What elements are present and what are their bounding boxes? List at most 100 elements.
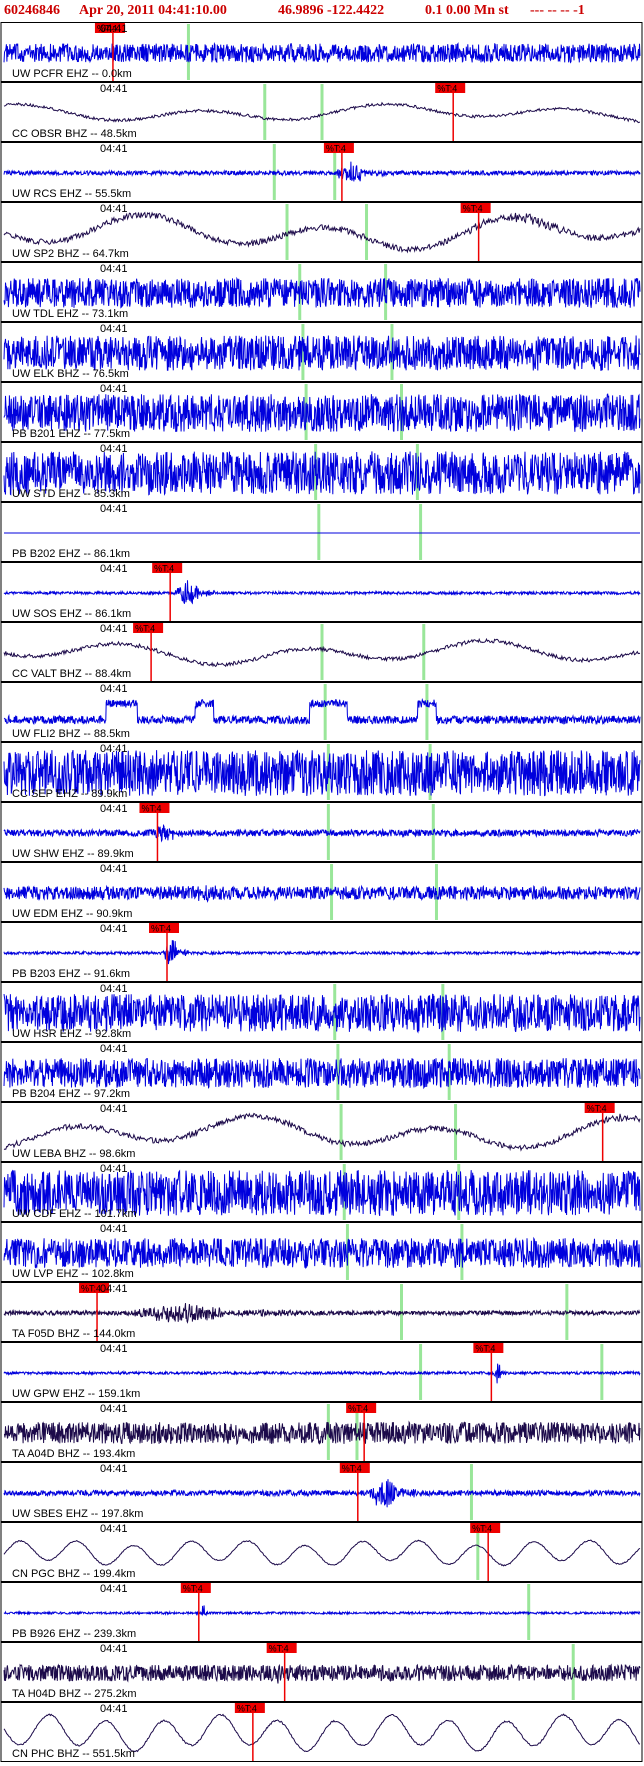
- panel-frame: [0, 1042, 643, 1102]
- panel-frame: [0, 82, 643, 142]
- panel-time: 04:41: [100, 1103, 128, 1115]
- event-location: 46.9896 -122.4422: [278, 3, 385, 18]
- station-label: PB B202 EHZ -- 86.1km: [12, 548, 130, 560]
- panel-frame: [0, 922, 643, 982]
- panel-frame: [0, 502, 643, 562]
- pick-label: %T:4: [587, 1104, 607, 1114]
- waveform-plot: [0, 1162, 643, 1222]
- waveform-plot: %T:4: [0, 802, 643, 862]
- waveform-plot: [0, 682, 643, 742]
- panel-frame: [0, 262, 643, 322]
- panel-time: 04:41: [100, 203, 128, 215]
- seismogram-panel: 04:41 UW CDF EHZ -- 101.7km: [0, 1162, 644, 1222]
- panel-time: 04:41: [100, 863, 128, 875]
- pick-label: %T:4: [135, 624, 155, 634]
- pick-label: %T:4: [326, 144, 346, 154]
- seismogram-panel: 04:41 UW FLI2 BHZ -- 88.5km: [0, 682, 644, 742]
- waveform-plot: [0, 742, 643, 802]
- panel-time: 04:41: [100, 1463, 128, 1475]
- waveform-trace: [4, 1420, 641, 1446]
- waveform-plot: [0, 262, 643, 322]
- station-label: UW HSR EHZ -- 92.8km: [12, 1028, 132, 1040]
- panel-frame: [0, 382, 643, 442]
- pick-flag: [266, 1643, 297, 1653]
- pick-flag: [133, 623, 164, 633]
- station-label: UW SP2 BHZ -- 64.7km: [12, 248, 129, 260]
- waveform-trace: [3, 637, 641, 668]
- waveform-trace: [3, 1605, 641, 1617]
- waveform-trace: [3, 41, 641, 64]
- waveform-trace: [3, 1663, 641, 1684]
- waveform-trace: [3, 993, 641, 1034]
- panel-frame: [0, 1702, 643, 1762]
- waveform-plot: %T:4: [0, 1402, 643, 1462]
- station-label: UW EDM EHZ -- 90.9km: [12, 908, 133, 920]
- panel-time: 04:41: [100, 743, 128, 755]
- waveform-trace: [3, 1479, 641, 1508]
- station-label: TA A04D BHZ -- 193.4km: [12, 1448, 136, 1460]
- pick-label: %T:4: [437, 84, 457, 94]
- panel-time: 04:41: [100, 1703, 128, 1715]
- station-label: UW SOS EHZ -- 86.1km: [12, 608, 132, 620]
- station-label: PB B926 EHZ -- 239.3km: [12, 1628, 137, 1640]
- panel-frame: [0, 1642, 643, 1702]
- waveform-trace: [3, 1236, 641, 1270]
- pick-label: %T:4: [151, 924, 171, 934]
- seismogram-panel: 04:41 UW EDM EHZ -- 90.9km: [0, 862, 644, 922]
- waveform-trace: [3, 1713, 641, 1753]
- pick-label: %T:4: [81, 1284, 101, 1294]
- waveform-trace: [3, 451, 641, 496]
- pick-flag: [460, 203, 491, 213]
- pick-flag: [180, 1583, 211, 1593]
- panel-frame: [0, 202, 643, 262]
- waveform-plot: [0, 502, 643, 562]
- pick-flag: [339, 1463, 370, 1473]
- seismogram-panel: 04:41 UW LVP EHZ -- 102.8km: [0, 1222, 644, 1282]
- panel-frame: [0, 1342, 643, 1402]
- pick-flag: [435, 83, 466, 93]
- station-label: UW FLI2 BHZ -- 88.5km: [12, 728, 130, 740]
- pick-label: %T:4: [342, 1464, 362, 1474]
- panel-time: 04:41: [100, 1343, 128, 1355]
- waveform-plot: [0, 442, 643, 502]
- seismogram-panel: %T:4 04:41 UW PCFR EHZ -- 0.0km: [0, 22, 644, 82]
- waveform-plot: %T:4: [0, 622, 643, 682]
- waveform-trace: [3, 101, 641, 124]
- waveform-trace: [3, 823, 641, 843]
- panel-time: 04:41: [100, 1283, 128, 1295]
- panel-frame: [0, 22, 643, 82]
- station-label: PB B203 EHZ -- 91.6km: [12, 968, 130, 980]
- event-datetime: Apr 20, 2011 04:41:10.00: [79, 3, 227, 18]
- waveform-trace: [3, 940, 641, 965]
- waveform-plot: %T:4: [0, 82, 643, 142]
- panel-frame: [0, 1402, 643, 1462]
- panel-frame: [0, 1282, 643, 1342]
- panel-frame: [0, 442, 643, 502]
- panel-frame: [0, 1222, 643, 1282]
- pick-label: %T:4: [348, 1404, 368, 1414]
- pick-flag: [234, 1703, 265, 1713]
- seismogram-panel: %T:4 04:41 UW SP2 BHZ -- 64.7km: [0, 202, 644, 262]
- station-label: UW SBES EHZ -- 197.8km: [12, 1508, 144, 1520]
- station-label: UW ELK BHZ -- 76.5km: [12, 368, 129, 380]
- event-extra: --- -- -- -1: [530, 3, 585, 18]
- seismogram-panel: 04:41 UW STD EHZ -- 85.3km: [0, 442, 644, 502]
- event-id: 60246846: [4, 3, 60, 18]
- seismogram-panel: %T:4 04:41 TA F05D BHZ -- 144.0km: [0, 1282, 644, 1342]
- seismogram-panel: 04:41 UW HSR EHZ -- 92.8km: [0, 982, 644, 1042]
- panel-time: 04:41: [100, 563, 128, 575]
- panel-time: 04:41: [100, 1403, 128, 1415]
- station-label: CC VALT BHZ -- 88.4km: [12, 668, 132, 680]
- pick-label: %T:4: [183, 1584, 203, 1594]
- seismogram-panel: 04:41 PB B202 EHZ -- 86.1km: [0, 502, 644, 562]
- panel-time: 04:41: [100, 383, 128, 395]
- panel-time: 04:41: [100, 1163, 128, 1175]
- waveform-plot: %T:4: [0, 1102, 643, 1162]
- station-label: UW RCS EHZ -- 55.5km: [12, 188, 132, 200]
- seismogram-panel: %T:4 04:41 UW SHW EHZ -- 89.9km: [0, 802, 644, 862]
- station-label: TA H04D BHZ -- 275.2km: [12, 1688, 137, 1700]
- panel-time: 04:41: [100, 983, 128, 995]
- station-label: UW CDF EHZ -- 101.7km: [12, 1208, 137, 1220]
- waveform-trace: [3, 1057, 641, 1090]
- waveform-trace: [3, 1303, 641, 1324]
